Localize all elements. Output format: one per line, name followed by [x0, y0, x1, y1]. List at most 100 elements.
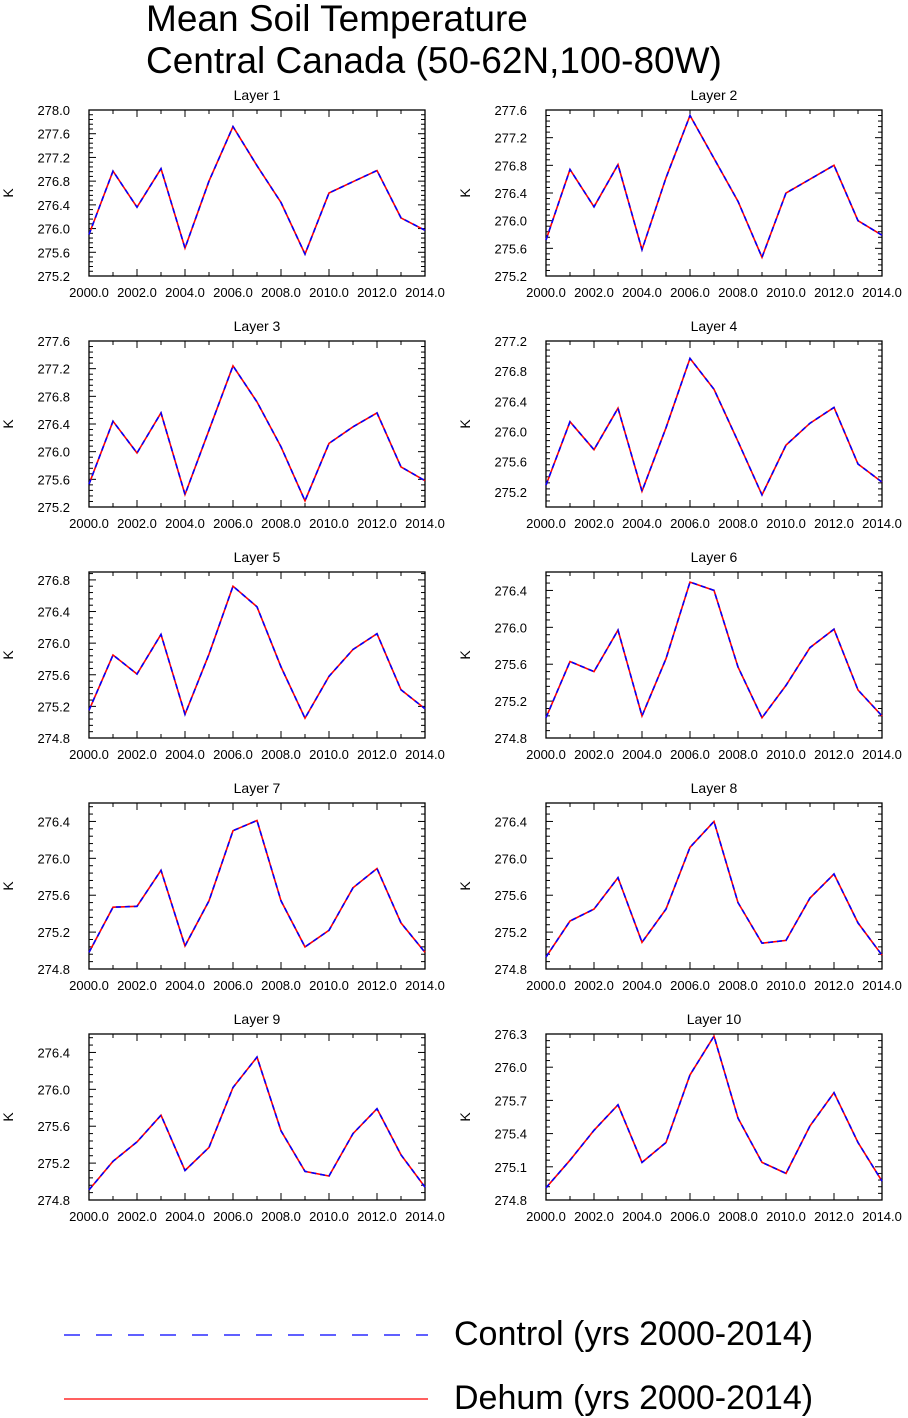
data-point-dehum — [785, 939, 787, 941]
x-tick-label: 2008.0 — [261, 1209, 301, 1224]
data-point-dehum — [593, 1129, 595, 1131]
data-point-dehum — [328, 929, 330, 931]
data-point-dehum — [256, 1056, 258, 1058]
data-point-dehum — [184, 493, 186, 495]
x-tick-label: 2000.0 — [69, 747, 109, 762]
data-point-dehum — [352, 887, 354, 889]
series-line-control — [545, 819, 883, 958]
data-point-dehum — [713, 157, 715, 159]
y-tick-label: 276.4 — [37, 814, 70, 829]
data-point-dehum — [641, 249, 643, 251]
y-axis-label: K — [457, 1112, 473, 1122]
y-tick-label: 275.6 — [37, 245, 70, 260]
x-tick-label: 2014.0 — [862, 285, 902, 300]
data-point-dehum — [545, 484, 547, 486]
x-tick-label: 2004.0 — [622, 1209, 662, 1224]
data-point-dehum — [328, 675, 330, 677]
x-tick-label: 2002.0 — [574, 978, 614, 993]
data-point-dehum — [689, 1074, 691, 1076]
data-point-dehum — [256, 165, 258, 167]
x-tick-label: 2006.0 — [670, 285, 710, 300]
data-point-dehum — [208, 653, 210, 655]
data-point-dehum — [593, 206, 595, 208]
x-tick-label: 2006.0 — [670, 516, 710, 531]
data-point-dehum — [160, 167, 162, 169]
x-tick-label: 2008.0 — [261, 285, 301, 300]
series-line-dehum — [88, 1055, 426, 1191]
y-axis-label: K — [0, 1112, 16, 1122]
x-tick-label: 2010.0 — [766, 978, 806, 993]
y-tick-label: 277.2 — [494, 131, 527, 146]
data-point-dehum — [593, 448, 595, 450]
y-tick-label: 275.6 — [37, 888, 70, 903]
y-tick-label: 276.4 — [494, 814, 527, 829]
x-tick-label: 2002.0 — [117, 1209, 157, 1224]
y-tick-label: 275.2 — [494, 485, 527, 500]
x-tick-label: 2012.0 — [357, 516, 397, 531]
data-point-dehum — [809, 1125, 811, 1127]
y-tick-label: 277.6 — [37, 127, 70, 142]
data-point-dehum — [881, 954, 883, 956]
x-tick-label: 2002.0 — [117, 516, 157, 531]
series-line-dehum — [545, 581, 883, 720]
data-point-dehum — [376, 169, 378, 171]
data-point-dehum — [280, 1130, 282, 1132]
data-point-dehum — [617, 629, 619, 631]
data-point-dehum — [88, 709, 90, 711]
data-point-dehum — [328, 1175, 330, 1177]
data-point-dehum — [136, 452, 138, 454]
data-point-dehum — [136, 905, 138, 907]
data-point-dehum — [304, 717, 306, 719]
y-tick-label: 274.8 — [37, 1193, 70, 1208]
data-point-dehum — [184, 247, 186, 249]
x-tick-label: 2014.0 — [862, 978, 902, 993]
data-point-dehum — [857, 463, 859, 465]
x-tick-label: 2010.0 — [766, 285, 806, 300]
data-point-dehum — [160, 1114, 162, 1116]
y-tick-label: 274.8 — [37, 962, 70, 977]
chart-title: Layer 4 — [691, 318, 738, 334]
y-tick-label: 276.4 — [37, 605, 70, 620]
data-point-dehum — [881, 715, 883, 717]
series-line-control — [545, 581, 883, 720]
data-point-dehum — [400, 466, 402, 468]
y-tick-label: 276.4 — [494, 394, 527, 409]
data-point-dehum — [184, 945, 186, 947]
y-tick-label: 277.2 — [37, 362, 70, 377]
chart-title: Layer 7 — [234, 780, 281, 796]
figure-subtitle: Central Canada (50-62N,100-80W) — [146, 40, 722, 81]
x-tick-label: 2002.0 — [574, 1209, 614, 1224]
y-tick-label: 275.2 — [37, 269, 70, 284]
data-point-dehum — [833, 1091, 835, 1093]
plot-frame — [88, 802, 426, 970]
data-point-dehum — [280, 446, 282, 448]
data-point-dehum — [208, 429, 210, 431]
y-axis-label: K — [0, 650, 16, 660]
y-tick-label: 276.4 — [37, 198, 70, 213]
data-point-dehum — [761, 942, 763, 944]
x-tick-label: 2000.0 — [526, 1209, 566, 1224]
x-tick-label: 2000.0 — [526, 285, 566, 300]
y-tick-label: 276.0 — [494, 1060, 527, 1075]
data-point-dehum — [665, 657, 667, 659]
data-point-dehum — [857, 219, 859, 221]
data-point-dehum — [881, 234, 883, 236]
x-tick-label: 2000.0 — [69, 1209, 109, 1224]
data-point-dehum — [809, 178, 811, 180]
y-axis-label: K — [457, 419, 473, 429]
series-line-dehum — [88, 124, 426, 257]
data-point-dehum — [280, 201, 282, 203]
data-point-dehum — [593, 670, 595, 672]
series-line-control — [88, 584, 426, 720]
data-point-dehum — [112, 170, 114, 172]
data-point-dehum — [328, 192, 330, 194]
data-point-dehum — [833, 406, 835, 408]
x-tick-label: 2012.0 — [357, 285, 397, 300]
data-point-dehum — [376, 1108, 378, 1110]
data-point-dehum — [280, 666, 282, 668]
x-tick-label: 2006.0 — [213, 516, 253, 531]
data-point-dehum — [545, 1187, 547, 1189]
x-tick-label: 2010.0 — [766, 747, 806, 762]
data-point-dehum — [112, 654, 114, 656]
legend-control-label: Control (yrs 2000-2014) — [454, 1315, 814, 1353]
